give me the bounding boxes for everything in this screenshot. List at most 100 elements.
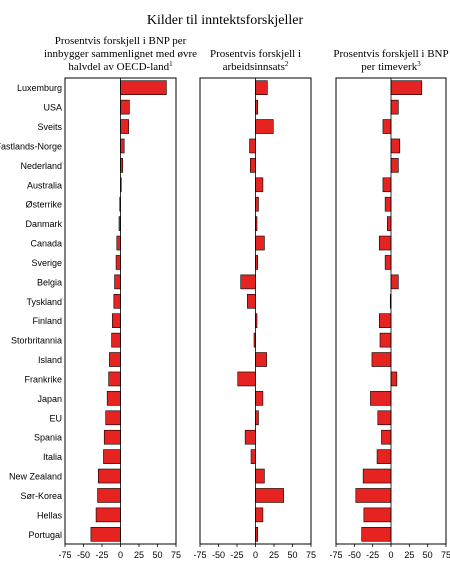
- bar: [255, 196, 259, 212]
- bar: [109, 352, 121, 367]
- bar: [97, 488, 121, 503]
- bar: [379, 332, 392, 348]
- x-tick-label: -25: [230, 550, 243, 560]
- category-label: Australia: [27, 180, 62, 190]
- bar: [255, 119, 274, 134]
- bar: [390, 138, 401, 154]
- panel-title-line: innbygger sammenlignet med øvre: [44, 48, 197, 60]
- x-tick-label: 25: [269, 550, 279, 560]
- bar: [382, 177, 392, 193]
- category-label: Sveits: [37, 122, 62, 132]
- bar: [255, 352, 267, 367]
- bar: [390, 80, 423, 96]
- bar: [378, 313, 392, 329]
- category-label: Italia: [43, 452, 62, 462]
- x-tick-label: -75: [58, 550, 71, 560]
- bar: [255, 468, 265, 484]
- category-label: Sverige: [31, 258, 62, 268]
- bar: [355, 488, 392, 503]
- chart-panels: Prosentvis forskjell i BNP perinnbygger …: [44, 35, 450, 560]
- bar: [115, 255, 121, 270]
- category-label: Canada: [30, 239, 62, 249]
- bar: [377, 410, 392, 426]
- x-tick-label: -50: [348, 550, 361, 560]
- category-label: Island: [38, 355, 62, 365]
- bar: [237, 371, 256, 387]
- bar: [390, 274, 399, 290]
- x-tick-label: -75: [193, 550, 206, 560]
- x-tick-label: 75: [171, 550, 181, 560]
- category-label: Luxemburg: [17, 83, 62, 93]
- bar: [250, 449, 256, 464]
- bar: [390, 371, 398, 387]
- bar: [390, 158, 399, 173]
- bar: [381, 429, 392, 445]
- category-labels: Luxemburg USA Sveits Fastlands-Norge Nederla…: [0, 83, 62, 540]
- bar: [95, 507, 121, 523]
- bar: [108, 371, 121, 387]
- bar: [120, 138, 125, 154]
- chart-title: Kilder til inntektsforskjeller: [147, 13, 304, 28]
- category-label: Nederland: [20, 161, 62, 171]
- x-tick-label: 75: [441, 550, 450, 560]
- category-label: USA: [43, 103, 62, 113]
- panel-title-line: Prosentvis forskjell i: [210, 48, 301, 60]
- bar: [363, 507, 392, 523]
- panel-1: Prosentvis forskjell i BNP perinnbygger …: [44, 35, 197, 560]
- x-tick-label: 0: [118, 550, 123, 560]
- bar: [384, 255, 392, 270]
- bar: [113, 293, 121, 309]
- category-label: Hellas: [37, 510, 63, 520]
- category-label: EU: [49, 413, 62, 423]
- bar: [255, 177, 264, 193]
- x-tick-label: -50: [77, 550, 90, 560]
- bar: [120, 80, 167, 96]
- category-label: Østerrike: [25, 200, 62, 210]
- bar: [244, 429, 256, 445]
- panel-title-line: Prosentvis forskjell i BNP per: [55, 35, 187, 47]
- bar: [249, 138, 256, 154]
- bar: [250, 158, 256, 173]
- bar: [103, 449, 121, 464]
- x-tick-label: 0: [253, 550, 258, 560]
- category-label: Danmark: [25, 219, 62, 229]
- category-label: New Zealand: [9, 472, 62, 482]
- category-label: Belgia: [37, 277, 62, 287]
- x-tick-label: -50: [212, 550, 225, 560]
- bar: [382, 119, 392, 134]
- x-tick-label: 0: [388, 550, 393, 560]
- bar: [390, 99, 399, 115]
- x-tick-label: 50: [152, 550, 162, 560]
- bar: [98, 468, 121, 484]
- category-label: Spania: [34, 433, 62, 443]
- x-tick-label: 50: [287, 550, 297, 560]
- category-label: Fastlands-Norge: [0, 141, 62, 151]
- bar: [103, 429, 121, 445]
- footnote-marker: 2: [285, 60, 289, 68]
- bar: [255, 488, 284, 503]
- bar: [371, 352, 392, 367]
- bar: [120, 119, 129, 134]
- x-tick-label: -75: [329, 550, 342, 560]
- category-label: Portugal: [28, 530, 62, 540]
- bar: [378, 235, 392, 251]
- bar: [376, 449, 392, 464]
- category-label: Tyskland: [26, 297, 62, 307]
- bar: [247, 293, 256, 309]
- panel-title-line: Prosentvis forskjell i BNP: [333, 48, 448, 60]
- bar: [255, 235, 265, 251]
- bar: [120, 99, 130, 115]
- x-tick-label: -25: [95, 550, 108, 560]
- bar: [105, 410, 121, 426]
- category-label: Finland: [32, 316, 62, 326]
- footnote-marker: 3: [417, 60, 421, 68]
- category-label: Storbritannia: [11, 336, 62, 346]
- bar: [370, 391, 392, 406]
- bar: [255, 391, 264, 406]
- bar: [255, 80, 268, 96]
- bar: [116, 235, 121, 251]
- x-tick-label: 50: [423, 550, 433, 560]
